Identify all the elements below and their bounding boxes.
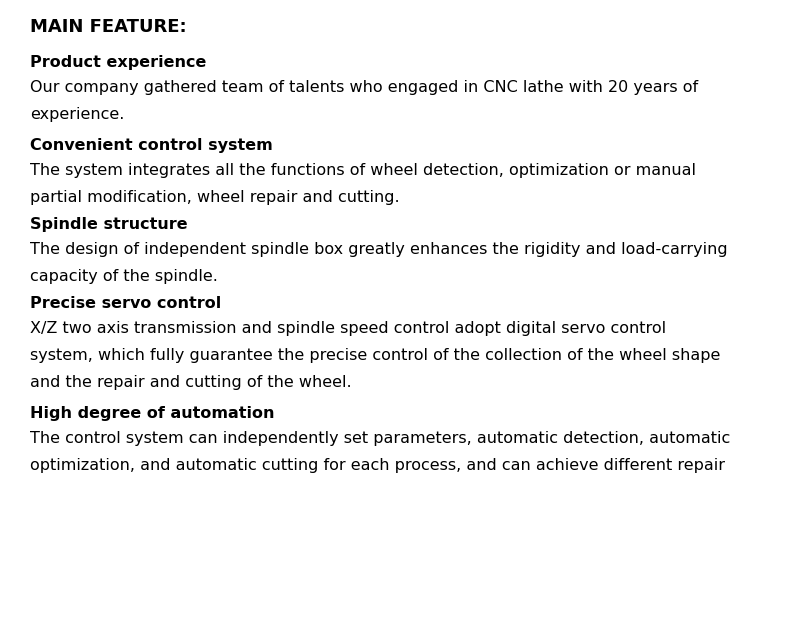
Text: MAIN FEATURE:: MAIN FEATURE: [30, 18, 186, 36]
Text: The control system can independently set parameters, automatic detection, automa: The control system can independently set… [30, 431, 730, 446]
Text: Our company gathered team of talents who engaged in CNC lathe with 20 years of: Our company gathered team of talents who… [30, 80, 698, 95]
Text: High degree of automation: High degree of automation [30, 406, 274, 421]
Text: Product experience: Product experience [30, 55, 206, 70]
Text: The system integrates all the functions of wheel detection, optimization or manu: The system integrates all the functions … [30, 163, 696, 178]
Text: Convenient control system: Convenient control system [30, 138, 273, 153]
Text: Spindle structure: Spindle structure [30, 217, 188, 232]
Text: partial modification, wheel repair and cutting.: partial modification, wheel repair and c… [30, 190, 400, 205]
Text: capacity of the spindle.: capacity of the spindle. [30, 269, 218, 284]
Text: optimization, and automatic cutting for each process, and can achieve different : optimization, and automatic cutting for … [30, 458, 725, 473]
Text: The design of independent spindle box greatly enhances the rigidity and load-car: The design of independent spindle box gr… [30, 242, 728, 257]
Text: and the repair and cutting of the wheel.: and the repair and cutting of the wheel. [30, 375, 352, 390]
Text: system, which fully guarantee the precise control of the collection of the wheel: system, which fully guarantee the precis… [30, 348, 720, 363]
Text: experience.: experience. [30, 107, 124, 122]
Text: X/Z two axis transmission and spindle speed control adopt digital servo control: X/Z two axis transmission and spindle sp… [30, 321, 666, 336]
Text: Precise servo control: Precise servo control [30, 296, 222, 311]
